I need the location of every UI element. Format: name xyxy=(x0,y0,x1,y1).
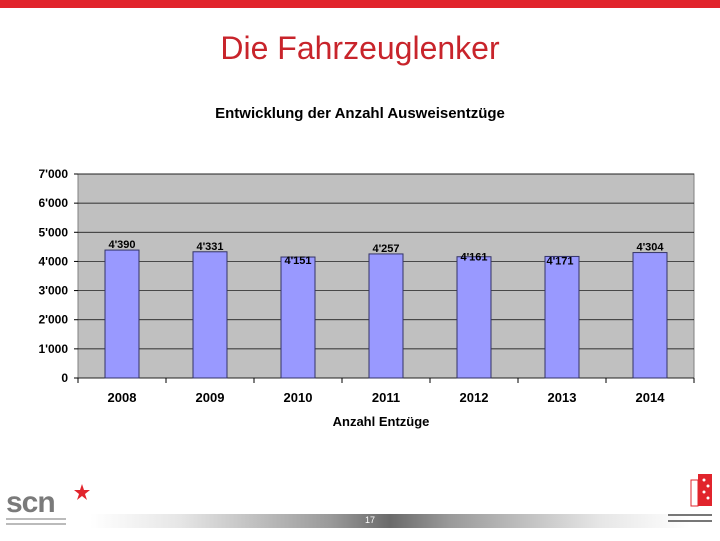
slide-title: Die Fahrzeuglenker xyxy=(220,30,500,66)
bar-2010 xyxy=(280,256,316,379)
bar-2012 xyxy=(456,256,492,379)
bar-value-label: 4'304 xyxy=(636,242,664,254)
y-tick-label: 2'000 xyxy=(38,313,68,327)
bar-2009 xyxy=(192,251,228,379)
x-tick-label: 2008 xyxy=(108,390,137,405)
bar-value-label: 4'161 xyxy=(460,252,487,264)
footer-bar xyxy=(90,514,690,528)
page-number: 17 xyxy=(364,515,375,525)
y-tick-label: 3'000 xyxy=(38,284,68,298)
y-tick-label: 0 xyxy=(61,371,68,385)
x-tick-label: 2013 xyxy=(548,390,577,405)
x-tick-label: 2014 xyxy=(636,390,666,405)
y-tick-label: 6'000 xyxy=(38,196,68,210)
bar-chart: Entwicklung der Anzahl Ausweisentzüge 0 1… xyxy=(38,105,695,429)
y-tick-label: 4'000 xyxy=(38,254,68,268)
bar-2014 xyxy=(632,252,668,379)
top-accent-bar xyxy=(0,0,720,8)
bar-value-label: 4'171 xyxy=(546,255,573,267)
chart-title: Entwicklung der Anzahl Ausweisentzüge xyxy=(215,105,505,122)
bar-2013 xyxy=(544,255,580,379)
bars xyxy=(104,249,668,379)
y-tick-label: 1'000 xyxy=(38,342,68,356)
y-axis-labels: 0 1'000 2'000 3'000 4'000 5'000 6'000 7'000 xyxy=(38,167,68,385)
bar-value-label: 4'331 xyxy=(196,241,223,253)
x-axis-title: Anzahl Entzüge xyxy=(333,414,430,429)
bar-2011 xyxy=(368,253,404,379)
x-axis-labels: 2008 2009 2010 2011 2012 2013 2014 xyxy=(108,390,666,405)
svg-text:scn: scn xyxy=(6,486,55,519)
bar-2008 xyxy=(104,249,140,379)
canton-valais-logo xyxy=(660,470,718,536)
x-tick-label: 2010 xyxy=(284,390,313,405)
x-tick-label: 2009 xyxy=(196,390,225,405)
x-tick-label: 2012 xyxy=(460,390,489,405)
y-tick-label: 5'000 xyxy=(38,225,68,239)
data-labels: 4'390 4'331 4'151 4'257 4'161 4'171 4'304 xyxy=(108,239,664,267)
scn-logo: scn xyxy=(4,480,94,535)
x-tick-label: 2011 xyxy=(372,390,400,405)
bar-value-label: 4'151 xyxy=(284,255,311,267)
y-tick-label: 7'000 xyxy=(38,167,68,181)
bar-value-label: 4'257 xyxy=(372,243,399,255)
bar-value-label: 4'390 xyxy=(108,239,135,251)
